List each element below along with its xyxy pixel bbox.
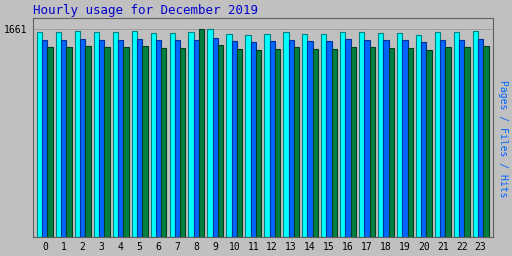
Bar [397,33,402,237]
Bar [264,34,270,237]
Bar [321,34,327,237]
Bar [161,48,166,237]
Bar [426,50,432,237]
Bar [408,48,413,237]
Bar [99,40,104,237]
Bar [199,29,204,237]
Bar [231,41,237,237]
Bar [180,48,185,237]
Bar [389,48,394,237]
Bar [61,40,67,237]
Bar [188,32,194,237]
Bar [275,49,280,237]
Bar [473,31,478,237]
Bar [94,32,99,237]
Bar [169,33,175,237]
Bar [37,32,42,237]
Bar [478,39,483,237]
Bar [175,40,180,237]
Bar [294,47,299,237]
Bar [118,40,123,237]
Bar [416,35,421,237]
Bar [365,40,370,237]
Bar [378,33,383,237]
Bar [123,47,129,237]
Bar [459,40,464,237]
Bar [308,41,313,237]
Bar [250,42,256,237]
Bar [256,50,261,237]
Bar [113,32,118,237]
Bar [42,40,48,237]
Bar [383,40,389,237]
Bar [346,39,351,237]
Bar [212,38,218,237]
Bar [75,31,80,237]
Bar [351,47,356,237]
Bar [56,32,61,237]
Bar [270,41,275,237]
Bar [237,49,242,237]
Bar [207,29,212,237]
Bar [340,32,346,237]
Bar [435,32,440,237]
Bar [483,46,488,237]
Bar [194,40,199,237]
Bar [454,32,459,237]
Bar [302,34,308,237]
Bar [245,35,250,237]
Bar [440,40,445,237]
Bar [421,42,426,237]
Bar [327,41,332,237]
Bar [226,34,231,237]
Bar [142,46,147,237]
Bar [359,32,365,237]
Bar [132,31,137,237]
Bar [48,47,53,237]
Bar [332,49,337,237]
Bar [283,32,289,237]
Bar [313,49,318,237]
Bar [156,40,161,237]
Bar [80,39,86,237]
Bar [67,47,72,237]
Bar [86,46,91,237]
Bar [445,47,451,237]
Bar [218,45,223,237]
Bar [104,47,110,237]
Bar [464,47,470,237]
Bar [370,47,375,237]
Bar [289,40,294,237]
Bar [402,40,408,237]
Text: Hourly usage for December 2019: Hourly usage for December 2019 [33,4,258,17]
Bar [151,33,156,237]
Bar [137,39,142,237]
